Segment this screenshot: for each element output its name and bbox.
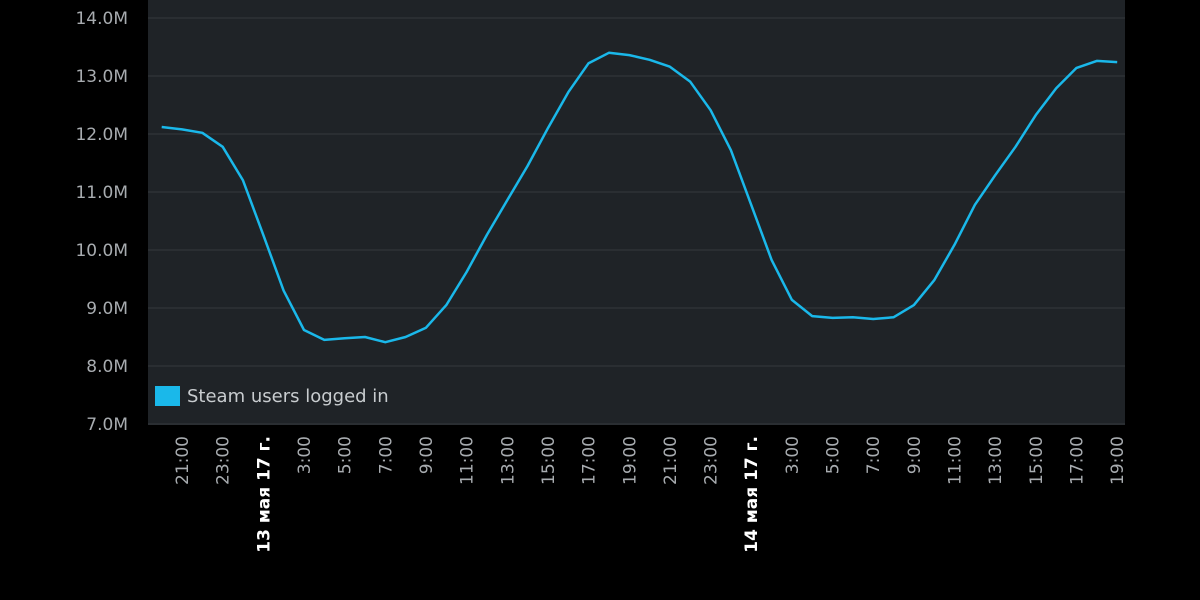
y-tick-label: 9.0M — [86, 299, 128, 319]
legend-swatch — [155, 386, 180, 406]
x-tick-label: 5:00 — [336, 436, 356, 474]
x-tick-label: 17:00 — [580, 436, 600, 485]
x-tick-label: 23:00 — [702, 436, 722, 485]
x-tick-label: 19:00 — [1108, 436, 1128, 485]
x-tick-label: 13:00 — [498, 436, 518, 485]
x-tick-label: 14 мая 17 г. — [742, 436, 762, 553]
plot-area — [148, 0, 1125, 425]
x-tick-label: 3:00 — [295, 436, 315, 474]
y-tick-label: 13.0M — [75, 67, 128, 87]
x-tick-label: 19:00 — [620, 436, 640, 485]
x-tick-label: 9:00 — [417, 436, 437, 474]
x-tick-label: 7:00 — [376, 436, 396, 474]
x-tick-label: 5:00 — [824, 436, 844, 474]
x-tick-label: 23:00 — [214, 436, 234, 485]
data-line — [161, 51, 1118, 344]
x-tick-label: 7:00 — [864, 436, 884, 474]
x-tick-label: 11:00 — [458, 436, 478, 485]
x-tick-label: 15:00 — [539, 436, 559, 485]
y-tick-label: 14.0M — [75, 9, 128, 29]
y-tick-label: 8.0M — [86, 357, 128, 377]
x-tick-label: 3:00 — [783, 436, 803, 474]
y-tick-label: 11.0M — [75, 183, 128, 203]
y-tick-label: 10.0M — [75, 241, 128, 261]
x-tick-label: 9:00 — [905, 436, 925, 474]
legend-label: Steam users logged in — [187, 386, 389, 407]
x-tick-label: 21:00 — [661, 436, 681, 485]
x-tick-label: 21:00 — [173, 436, 193, 485]
y-tick-label: 7.0M — [86, 415, 128, 435]
y-tick-label: 12.0M — [75, 125, 128, 145]
x-tick-label: 13:00 — [986, 436, 1006, 485]
x-tick-label: 13 мая 17 г. — [254, 436, 274, 553]
x-tick-label: 11:00 — [946, 436, 966, 485]
x-tick-label: 17:00 — [1068, 436, 1088, 485]
x-tick-label: 15:00 — [1027, 436, 1047, 485]
